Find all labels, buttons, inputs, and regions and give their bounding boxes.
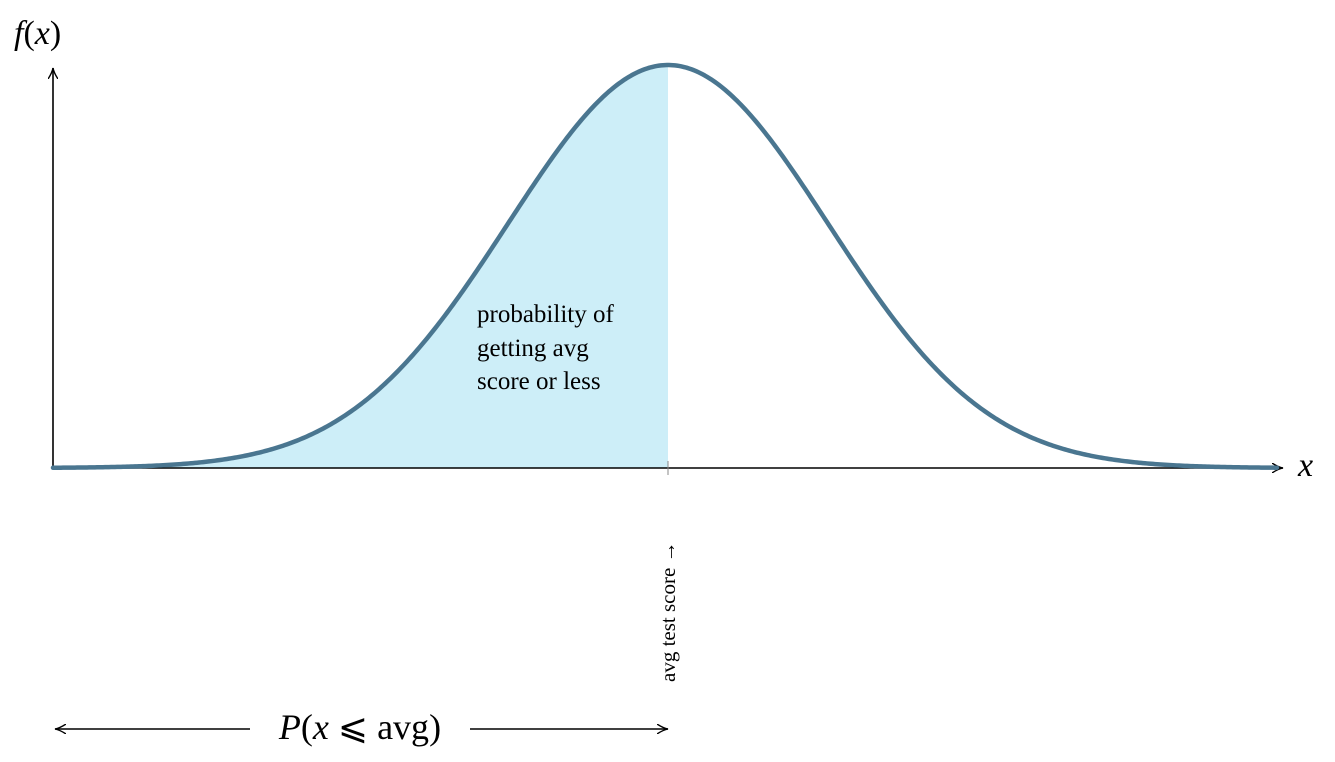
avg-test-score-label: avg test score → <box>656 541 680 682</box>
annotation-line-3: score or less <box>477 368 601 395</box>
annotation-line-1: probability of <box>477 301 614 328</box>
shaded-area-annotation: probability of getting avg score or less <box>477 301 620 395</box>
normal-curve <box>50 62 1280 470</box>
shaded-probability-area <box>53 65 668 468</box>
annotation-line-2: getting avg <box>477 335 589 362</box>
probability-label: P(x ⩽ avg) <box>278 707 441 747</box>
x-axis-label: x <box>1297 447 1313 484</box>
y-axis-label: f(x) <box>14 15 61 52</box>
